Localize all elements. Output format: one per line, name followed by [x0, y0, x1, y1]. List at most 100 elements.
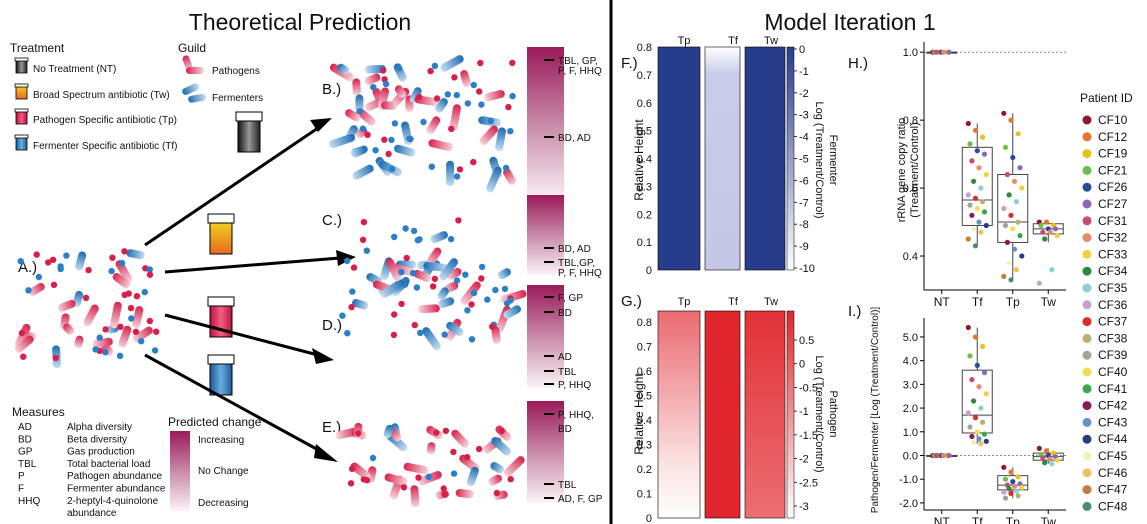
pathogen-coccus — [493, 489, 501, 497]
patient-id: CF46 — [1098, 466, 1128, 480]
predicted-level: Decreasing — [198, 498, 249, 509]
data-point — [946, 49, 952, 55]
fermenter-rod — [439, 258, 458, 281]
pathogen-coccus — [475, 445, 483, 453]
data-point — [1042, 460, 1048, 466]
data-point — [1010, 226, 1016, 232]
pathogen-coccus — [477, 59, 484, 67]
ytick-label: 0.6 — [903, 183, 918, 195]
fermenter-coccus — [444, 91, 451, 98]
ytick-label: 3.0 — [903, 379, 918, 391]
pathogen-coccus — [507, 476, 514, 483]
xtick-label: Tw — [1041, 295, 1057, 309]
heat-ytick: 0.8 — [637, 42, 652, 54]
measure-desc: Total bacterial load — [67, 459, 150, 470]
fermenter-rod — [495, 127, 506, 152]
fermenter-rod — [72, 290, 84, 307]
pathogen-coccus — [470, 158, 477, 166]
heat-ytick: 0.1 — [637, 237, 652, 249]
heat-cell-tw — [744, 310, 786, 519]
plot-i-ylabel: Pathogen/Fermenter [Log (Treatment/Contr… — [870, 307, 881, 514]
predicted-change-bar — [170, 431, 190, 511]
arrowheads — [310, 118, 356, 462]
treatment-label: No Treatment (NT) — [33, 64, 116, 75]
fermenter-coccus — [501, 285, 509, 293]
data-point — [980, 199, 986, 205]
cbar-tick: 0.5 — [799, 335, 814, 347]
data-point — [967, 202, 973, 208]
cbar-tick: -10 — [799, 263, 815, 275]
measure-desc: 2-heptyl-4-quinolone — [67, 496, 159, 507]
data-point — [976, 436, 982, 442]
ytick-label: 2.0 — [903, 403, 918, 415]
data-point — [983, 222, 989, 229]
pathogen-rod — [403, 462, 429, 475]
panel-label-c: C.) — [322, 212, 342, 229]
pathogen-coccus — [354, 430, 362, 437]
arrow-to-b — [144, 126, 319, 247]
data-point — [1002, 222, 1009, 229]
pathogen-rod — [381, 101, 398, 110]
ytick-label: 0.4 — [903, 251, 918, 263]
fermenter-rod — [446, 321, 464, 337]
prediction-bars — [527, 47, 564, 503]
patient-swatch — [1082, 199, 1092, 209]
patient-swatch — [1082, 451, 1092, 461]
patient-id: CF19 — [1098, 147, 1128, 161]
xtick-label: Tp — [1006, 515, 1020, 524]
data-point — [1040, 455, 1046, 461]
data-point — [1054, 457, 1060, 463]
pathogen-rod — [417, 304, 440, 314]
pathogen-rod — [352, 78, 361, 96]
patient-id: CF45 — [1098, 449, 1128, 463]
data-point — [1001, 205, 1007, 212]
fermenter-coccus — [464, 307, 471, 314]
patient-swatch — [1082, 417, 1092, 427]
fermenter-rod — [393, 63, 407, 82]
fermenter-rod — [350, 146, 366, 157]
pathogen-coccus — [109, 254, 116, 261]
data-point — [1019, 185, 1025, 191]
prediction-mark-label: F, GP — [558, 293, 583, 304]
fermenter-rod — [394, 144, 416, 157]
pathogen-coccus — [381, 136, 388, 143]
pathogen-coccus — [415, 93, 423, 101]
pathogen-coccus — [146, 271, 154, 278]
pathogen-coccus — [117, 323, 124, 330]
patient-swatch — [1082, 233, 1092, 243]
fermenter-coccus — [453, 173, 461, 180]
patient-swatch — [1082, 384, 1092, 394]
data-point — [1013, 267, 1020, 273]
cbar-tick: -2.5 — [799, 477, 818, 489]
pathogen-cbar-sub: Log (Treatment/Control) — [813, 356, 825, 473]
measure-code: BD — [18, 434, 32, 445]
pathogen-rod — [385, 258, 402, 281]
measure-code: P — [18, 471, 25, 482]
fermenter-coccus — [356, 108, 364, 115]
heat-col-label: Tw — [764, 35, 778, 47]
fermenter-rod — [430, 231, 448, 244]
treatment-label: Broad Spectrum antibiotic (Tw) — [33, 90, 170, 101]
fermenter-coccus — [370, 84, 377, 91]
guild-label: Fermenters — [212, 93, 263, 104]
pathogen-rod — [428, 139, 454, 152]
fermenter-coccus — [402, 225, 409, 232]
pathogen-rod — [28, 282, 45, 296]
fermenter-coccus — [420, 118, 427, 126]
patient-id: CF41 — [1098, 382, 1128, 396]
pathogen-rod — [14, 335, 34, 353]
panel-label-h: H.) — [848, 55, 868, 72]
measure-desc: Alpha diversity — [67, 422, 132, 433]
fermenter-coccus — [349, 288, 356, 295]
data-point — [940, 452, 947, 459]
fermenter-colorbar-ticks: 0 -1 -2 -3 -4 -5 -6 -7 -8 -9 -10 — [794, 44, 815, 275]
fermenter-coccus — [372, 147, 379, 154]
prediction-bar-b — [527, 47, 564, 202]
fermenter-coccus — [151, 347, 159, 354]
vial-icon-tw — [14, 83, 29, 100]
data-point — [1008, 469, 1014, 475]
fermenter-coccus — [453, 277, 461, 284]
heat-cell-tw — [744, 46, 786, 271]
heat-col-label: Tp — [678, 296, 691, 308]
patient-id: CF32 — [1098, 231, 1128, 245]
